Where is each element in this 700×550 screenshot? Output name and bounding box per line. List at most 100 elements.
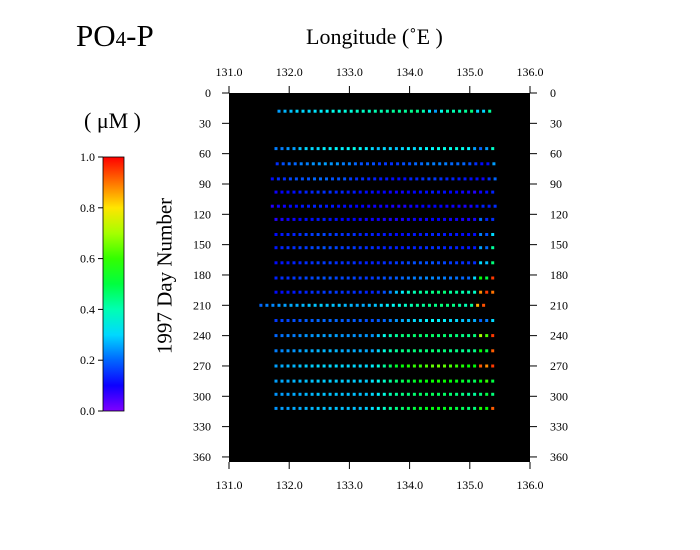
data-point <box>421 204 425 208</box>
data-point <box>382 147 386 151</box>
data-point <box>485 379 489 383</box>
data-point <box>397 303 401 307</box>
data-point <box>346 364 350 368</box>
data-point <box>485 290 489 294</box>
data-point <box>322 290 326 294</box>
data-point <box>418 147 422 151</box>
data-point <box>298 290 302 294</box>
data-point <box>491 246 495 250</box>
data-point <box>274 190 278 194</box>
data-point <box>367 204 371 208</box>
data-point <box>473 379 477 383</box>
x-tick-label-top: 131.0 <box>216 65 243 79</box>
data-point <box>292 276 296 280</box>
data-point <box>322 319 326 322</box>
data-point <box>287 162 291 166</box>
data-point <box>370 290 374 294</box>
data-point <box>458 109 462 113</box>
data-point <box>322 334 326 338</box>
data-point <box>382 233 386 236</box>
data-point <box>274 349 278 353</box>
data-point <box>270 177 274 181</box>
data-point <box>491 379 495 383</box>
data-point <box>461 364 465 368</box>
data-point <box>337 109 341 113</box>
data-point <box>461 392 465 396</box>
data-point <box>479 334 483 338</box>
data-point <box>346 334 350 338</box>
data-point <box>439 204 443 208</box>
data-point <box>298 392 302 396</box>
data-point <box>376 261 380 265</box>
data-point <box>409 177 413 181</box>
data-point <box>418 276 422 280</box>
data-point <box>479 217 483 221</box>
data-point <box>288 204 292 208</box>
data-point <box>394 246 398 250</box>
data-point <box>461 276 465 280</box>
data-point <box>340 290 344 294</box>
data-point <box>400 319 404 322</box>
data-point <box>310 147 314 151</box>
data-point <box>394 379 398 383</box>
x-tick-label-top: 133.0 <box>336 65 363 79</box>
data-point <box>394 217 398 221</box>
data-point <box>370 406 374 410</box>
data-point <box>364 147 368 151</box>
data-point <box>304 233 308 236</box>
data-point <box>461 217 465 221</box>
colorbar-tick-label: 1.0 <box>80 150 95 164</box>
data-point <box>322 379 326 383</box>
data-point <box>304 364 308 368</box>
data-point <box>440 303 443 307</box>
data-point <box>364 406 368 410</box>
data-point <box>349 204 353 208</box>
data-point <box>361 303 365 307</box>
data-point <box>388 392 392 396</box>
data-point <box>335 162 339 166</box>
data-point <box>412 349 416 353</box>
y-tick-label-left: 60 <box>199 147 211 161</box>
data-point <box>461 406 465 410</box>
data-point <box>343 177 347 181</box>
data-point <box>310 233 314 236</box>
data-point <box>280 392 284 396</box>
data-point <box>310 190 314 194</box>
data-point <box>388 290 392 294</box>
data-point <box>341 162 345 166</box>
data-point <box>280 233 284 236</box>
data-point <box>274 276 278 280</box>
data-point <box>373 303 377 307</box>
colorbar-tick-label: 0.4 <box>80 302 95 316</box>
data-point <box>298 233 302 236</box>
data-point <box>280 246 284 250</box>
data-point <box>304 147 308 151</box>
data-point <box>265 303 269 307</box>
data-point <box>455 379 459 383</box>
data-point <box>400 261 404 265</box>
data-point <box>397 204 401 208</box>
data-point <box>277 109 281 113</box>
data-point <box>322 349 326 353</box>
data-point <box>461 147 465 151</box>
data-point <box>491 364 495 368</box>
data-point <box>286 246 290 250</box>
data-point <box>316 246 320 250</box>
data-point <box>394 276 398 280</box>
data-point <box>388 233 392 236</box>
data-point <box>280 364 284 368</box>
data-point <box>485 276 489 280</box>
data-point <box>292 319 296 322</box>
data-point <box>307 303 311 307</box>
data-point <box>322 233 326 236</box>
data-point <box>376 190 380 194</box>
data-point <box>347 162 351 166</box>
data-point <box>328 364 332 368</box>
data-point <box>486 162 490 166</box>
data-point <box>319 204 322 208</box>
data-point <box>322 261 326 265</box>
data-point <box>313 177 316 181</box>
data-point <box>352 349 356 353</box>
data-point <box>437 246 440 250</box>
data-point <box>433 204 437 208</box>
